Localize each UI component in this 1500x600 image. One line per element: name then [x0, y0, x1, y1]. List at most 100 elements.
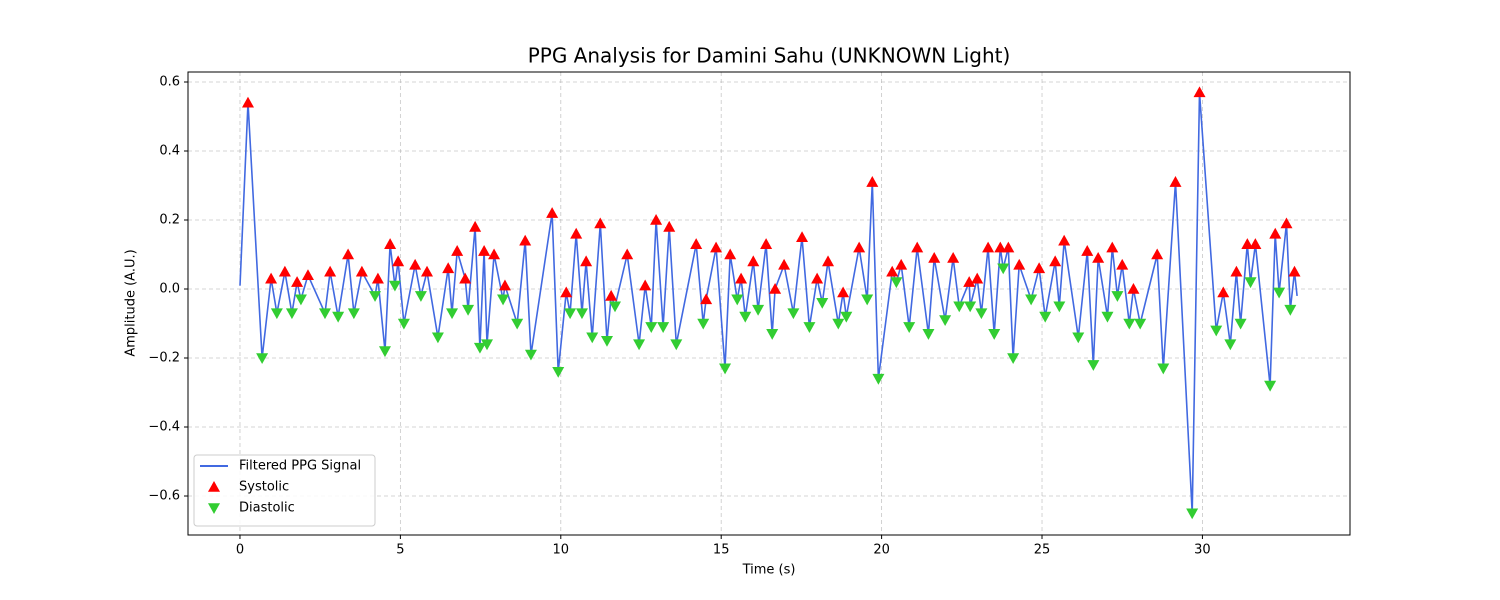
- x-tick-label: 15: [713, 543, 730, 558]
- legend-marker: [208, 503, 220, 514]
- diastolic-marker: [1224, 339, 1237, 351]
- systolic-marker: [605, 289, 618, 301]
- systolic-marker: [409, 258, 422, 270]
- systolic-marker: [700, 293, 713, 305]
- y-tick-label: −0.6: [148, 489, 180, 504]
- diastolic-marker: [739, 311, 752, 323]
- signal-line: [239, 92, 1298, 514]
- diastolic-marker: [1039, 311, 1052, 323]
- systolic-marker: [837, 286, 850, 298]
- systolic-marker: [1193, 86, 1206, 98]
- diastolic-marker: [497, 294, 510, 306]
- legend-label: Systolic: [239, 480, 289, 495]
- systolic-marker: [735, 272, 748, 284]
- diastolic-marker: [657, 322, 670, 333]
- diastolic-marker: [988, 329, 1001, 340]
- y-tick-label: 0.6: [159, 75, 180, 90]
- x-tick-label: 10: [553, 543, 570, 558]
- diastolic-marker: [719, 363, 732, 375]
- systolic-marker: [853, 241, 866, 253]
- systolic-marker: [947, 251, 960, 263]
- diastolic-marker: [414, 291, 427, 302]
- diastolic-marker: [903, 322, 916, 333]
- systolic-marker: [796, 231, 809, 243]
- systolic-marker: [621, 248, 634, 260]
- y-tick-label: −0.4: [148, 420, 180, 435]
- systolic-marker: [1288, 265, 1301, 277]
- systolic-marker: [778, 258, 791, 270]
- systolic-marker: [724, 248, 737, 260]
- diastolic-marker: [1053, 301, 1066, 313]
- systolic-marker: [519, 234, 532, 246]
- systolic-marker: [1269, 227, 1282, 239]
- diastolic-marker: [975, 308, 988, 320]
- systolic-marker: [1049, 255, 1062, 267]
- diastolic-marker: [1157, 363, 1170, 375]
- systolic-marker: [265, 272, 278, 284]
- diastolic-marker: [816, 298, 829, 309]
- diastolic-marker: [1087, 360, 1100, 371]
- systolic-marker: [291, 276, 304, 287]
- diastolic-marker: [1007, 353, 1020, 365]
- systolic-marker: [278, 265, 291, 277]
- diastolic-marker: [318, 308, 331, 320]
- legend-label: Diastolic: [239, 501, 295, 516]
- diastolic-marker: [511, 318, 524, 330]
- legend-box: [193, 454, 376, 527]
- diastolic-marker: [369, 291, 382, 302]
- diastolic-marker: [731, 294, 744, 306]
- diastolic-marker: [1264, 380, 1277, 392]
- y-tick-label: 0.0: [159, 282, 180, 297]
- diastolic-marker: [285, 308, 298, 320]
- diastolic-marker: [861, 294, 874, 306]
- systolic-marker: [971, 272, 984, 284]
- diastolic-marker: [388, 280, 401, 292]
- diastolic-marker: [766, 329, 779, 340]
- diastolic-marker: [552, 367, 565, 378]
- diastolic-marker: [890, 277, 903, 289]
- systolic-marker: [747, 255, 760, 267]
- diastolic-marker: [1186, 508, 1199, 520]
- diastolic-marker: [787, 308, 800, 320]
- diastolic-marker: [997, 263, 1010, 275]
- systolic-marker: [580, 255, 593, 267]
- systolic-marker: [886, 265, 899, 277]
- systolic-marker: [324, 265, 337, 277]
- diastolic-marker: [473, 342, 486, 354]
- legend-label: Filtered PPG Signal: [239, 459, 361, 474]
- systolic-marker: [994, 241, 1007, 253]
- diastolic-marker: [524, 349, 537, 361]
- diastolic-marker: [256, 353, 269, 365]
- systolic-marker: [1151, 248, 1164, 260]
- systolic-marker: [342, 248, 355, 260]
- diastolic-marker: [1101, 311, 1114, 323]
- systolic-marker: [392, 255, 405, 267]
- plot-frame: [187, 71, 1351, 536]
- x-tick-label: 0: [236, 543, 244, 558]
- diastolic-marker: [752, 304, 765, 316]
- diastolic-marker: [803, 322, 816, 333]
- y-tick-label: 0.4: [159, 144, 180, 159]
- systolic-marker: [1241, 238, 1254, 249]
- diastolic-marker: [431, 332, 444, 344]
- diastolic-marker: [1025, 294, 1038, 306]
- systolic-marker: [469, 220, 482, 232]
- legend-marker: [208, 481, 220, 492]
- systolic-marker: [451, 245, 464, 256]
- diastolic-marker: [1284, 304, 1297, 316]
- diastolic-marker: [1123, 318, 1136, 330]
- diastolic-marker: [575, 308, 588, 320]
- x-tick-label: 20: [873, 543, 890, 558]
- systolic-marker: [866, 176, 879, 187]
- systolic-marker: [459, 272, 472, 284]
- diastolic-marker: [609, 301, 622, 313]
- diastolic-marker: [378, 346, 391, 358]
- diastolic-marker: [1134, 318, 1147, 330]
- systolic-marker: [570, 227, 583, 239]
- systolic-marker: [822, 255, 835, 267]
- diastolic-marker: [294, 294, 307, 306]
- systolic-marker: [663, 220, 676, 232]
- systolic-marker: [355, 265, 368, 277]
- diastolic-marker: [633, 339, 646, 351]
